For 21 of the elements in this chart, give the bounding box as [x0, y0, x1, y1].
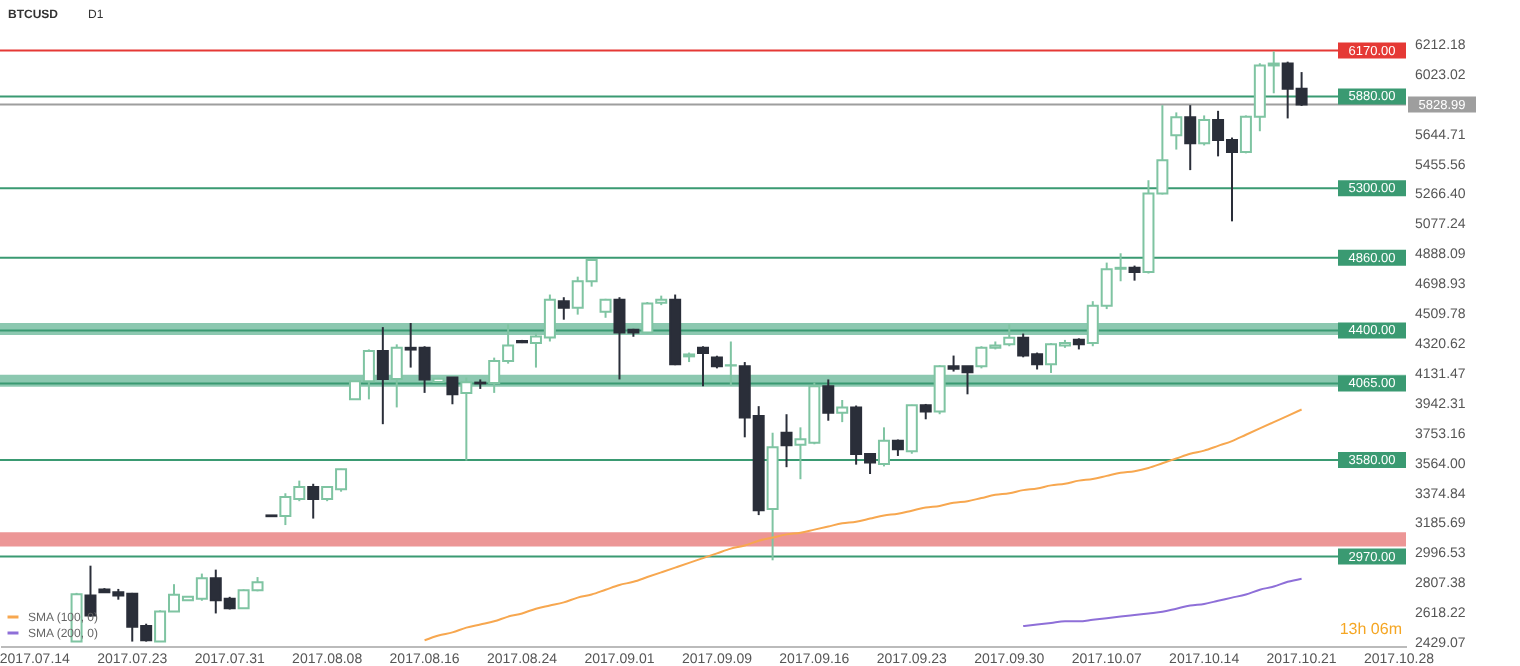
candlestick: [877, 426, 890, 468]
candlestick: [780, 413, 793, 469]
candlestick: [1184, 104, 1197, 172]
candlestick: [822, 378, 835, 422]
annotation: 13h 06m: [1339, 620, 1403, 638]
candlestick: [390, 343, 403, 409]
candlestick: [460, 376, 473, 462]
candlestick: [1198, 114, 1211, 147]
candlestick: [836, 399, 849, 424]
candlestick: [724, 340, 737, 387]
candlestick: [697, 345, 709, 388]
candlestick: [446, 376, 459, 406]
candlestick: [307, 482, 320, 520]
candlestick: [1003, 323, 1016, 348]
line-series: [1022, 577, 1303, 628]
candlestick: [933, 364, 946, 416]
candlestick: [557, 296, 570, 321]
candlestick: [905, 403, 918, 455]
line-series: [423, 408, 1303, 642]
candlestick: [1170, 111, 1183, 151]
candlestick: [376, 326, 389, 426]
